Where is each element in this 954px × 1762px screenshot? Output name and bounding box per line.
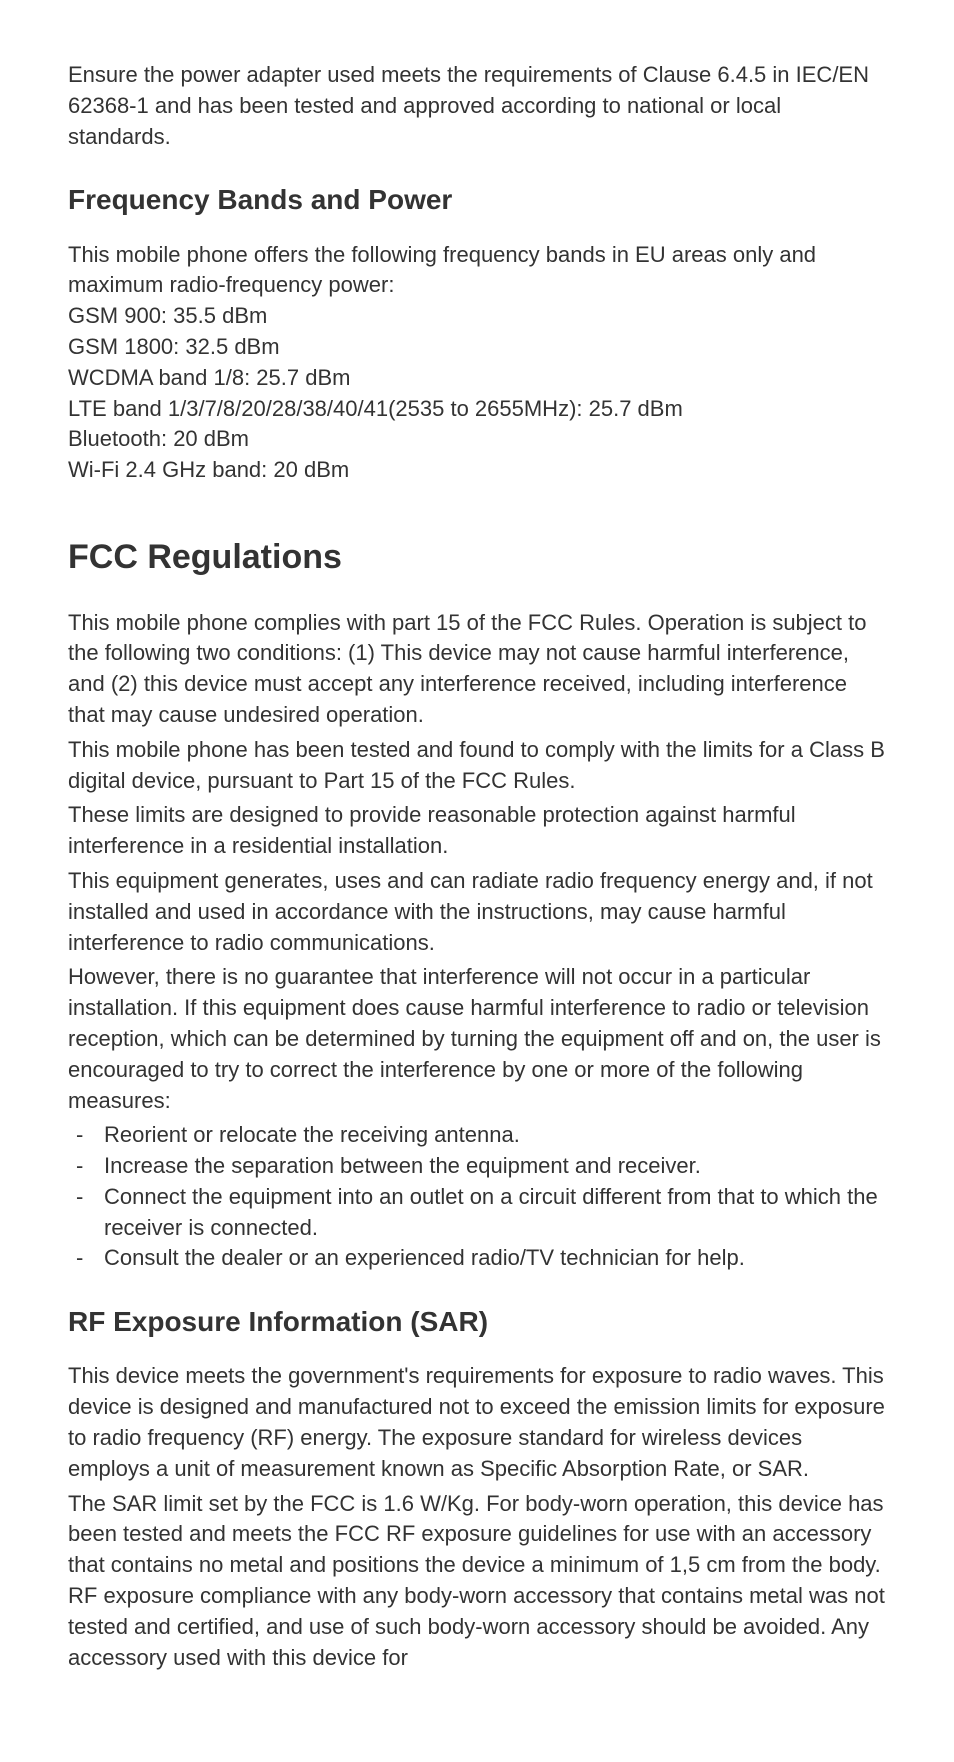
fcc-para: However, there is no guarantee that inte…: [68, 962, 886, 1116]
fcc-measure-item: Reorient or relocate the receiving anten…: [68, 1120, 886, 1151]
fcc-measure-item: Increase the separation between the equi…: [68, 1151, 886, 1182]
freq-band-line: GSM 1800: 32.5 dBm: [68, 332, 886, 363]
fcc-measures-list: Reorient or relocate the receiving anten…: [68, 1120, 886, 1274]
fcc-para: These limits are designed to provide rea…: [68, 800, 886, 862]
freq-bands-heading: Frequency Bands and Power: [68, 180, 886, 219]
freq-intro-text: This mobile phone offers the following f…: [68, 240, 886, 302]
rf-para: This device meets the government's requi…: [68, 1361, 886, 1484]
freq-band-line: Bluetooth: 20 dBm: [68, 424, 886, 455]
fcc-heading: FCC Regulations: [68, 534, 886, 582]
freq-band-line: GSM 900: 35.5 dBm: [68, 301, 886, 332]
fcc-para: This equipment generates, uses and can r…: [68, 866, 886, 958]
fcc-para: This mobile phone has been tested and fo…: [68, 735, 886, 797]
rf-para: The SAR limit set by the FCC is 1.6 W/Kg…: [68, 1489, 886, 1674]
fcc-measure-item: Consult the dealer or an experienced rad…: [68, 1243, 886, 1274]
freq-band-line: LTE band 1/3/7/8/20/28/38/40/41(2535 to …: [68, 394, 886, 425]
rf-heading: RF Exposure Information (SAR): [68, 1302, 886, 1341]
freq-band-line: WCDMA band 1/8: 25.7 dBm: [68, 363, 886, 394]
intro-paragraph: Ensure the power adapter used meets the …: [68, 60, 886, 152]
fcc-para: This mobile phone complies with part 15 …: [68, 608, 886, 731]
fcc-measure-item: Connect the equipment into an outlet on …: [68, 1182, 886, 1244]
freq-band-line: Wi-Fi 2.4 GHz band: 20 dBm: [68, 455, 886, 486]
